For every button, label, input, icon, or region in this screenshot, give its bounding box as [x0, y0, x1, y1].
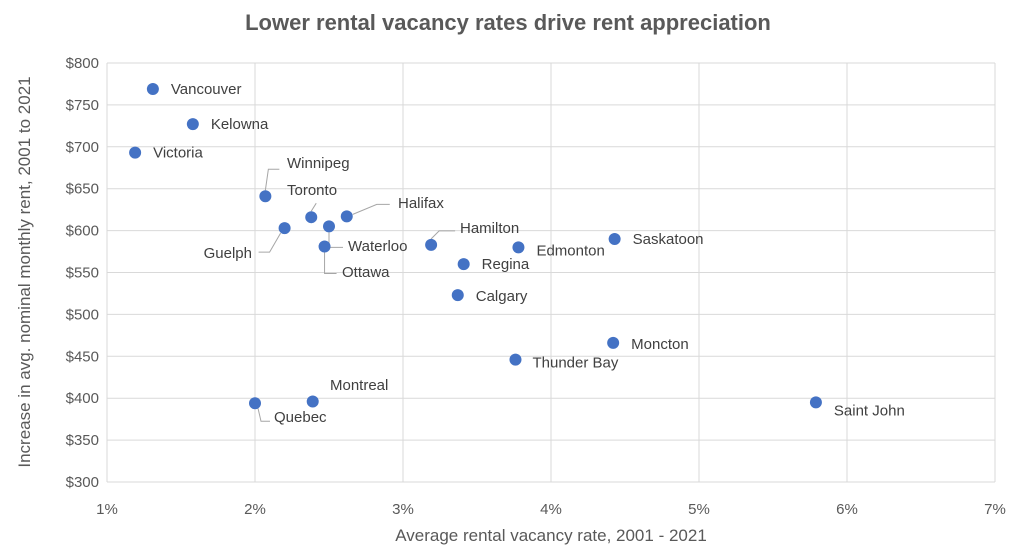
point-calgary	[451, 289, 464, 302]
point-label-victoria: Victoria	[153, 145, 203, 162]
point-hamilton	[425, 238, 438, 251]
point-label-waterloo: Waterloo	[348, 238, 407, 255]
point-saint-john	[809, 396, 822, 409]
point-label-saint-john: Saint John	[834, 402, 905, 419]
leader-line-toronto	[310, 202, 317, 212]
point-label-toronto: Toronto	[287, 182, 337, 199]
point-label-calgary: Calgary	[476, 288, 528, 305]
point-quebec	[249, 397, 261, 410]
point-thunder-bay	[509, 353, 522, 366]
x-tick-label: 6%	[836, 501, 858, 518]
point-label-moncton: Moncton	[631, 336, 689, 353]
point-label-montreal: Montreal	[330, 377, 388, 394]
point-label-halifax: Halifax	[398, 195, 444, 212]
y-tick-label: $600	[66, 223, 99, 240]
point-ottawa	[318, 240, 331, 253]
x-tick-label: 4%	[540, 501, 562, 518]
leader-lines	[257, 168, 456, 422]
leader-line-ottawa	[324, 252, 337, 275]
y-tick-label: $550	[66, 265, 99, 282]
point-label-quebec: Quebec	[274, 409, 327, 426]
point-label-edmonton: Edmonton	[536, 242, 604, 259]
point-label-guelph: Guelph	[204, 245, 252, 262]
chart-title: Lower rental vacancy rates drive rent ap…	[245, 10, 771, 35]
point-halifax	[340, 210, 353, 223]
point-label-saskatoon: Saskatoon	[633, 231, 704, 248]
y-tick-label: $500	[66, 306, 99, 323]
point-edmonton	[512, 241, 525, 254]
y-tick-label: $450	[66, 348, 99, 365]
y-axis-title: Increase in avg. nominal monthly rent, 2…	[15, 76, 34, 467]
point-saskatoon	[608, 232, 621, 245]
point-victoria	[129, 146, 142, 159]
point-winnipeg	[259, 190, 272, 203]
y-tick-label: $800	[66, 55, 99, 72]
leader-line-guelph	[258, 232, 282, 253]
y-tick-label: $700	[66, 139, 99, 156]
tick-labels: $300 $350 $400 $450 $500 $550 $600 $650 $700 $750…	[66, 55, 1006, 518]
x-axis-title: Average rental vacancy rate, 2001 - 2021	[395, 526, 707, 545]
y-tick-label: $400	[66, 390, 99, 407]
x-tick-label: 3%	[392, 501, 414, 518]
point-label-regina: Regina	[482, 256, 530, 273]
point-moncton	[607, 336, 620, 349]
point-montreal	[306, 395, 319, 408]
leader-line-waterloo	[328, 232, 343, 248]
point-toronto	[305, 211, 318, 224]
point-label-vancouver: Vancouver	[171, 81, 242, 98]
y-tick-label: $300	[66, 474, 99, 491]
y-tick-label: $650	[66, 181, 99, 198]
data-points	[129, 82, 822, 410]
point-labels: Vancouver Kelowna Victoria Winnipeg Toronto H…	[153, 81, 905, 426]
point-label-thunder-bay: Thunder Bay	[532, 355, 618, 372]
leader-line-hamilton	[430, 230, 456, 240]
point-label-winnipeg: Winnipeg	[287, 155, 350, 172]
gridlines	[106, 62, 996, 483]
y-tick-label: $350	[66, 432, 99, 449]
point-label-ottawa: Ottawa	[342, 264, 390, 281]
x-tick-label: 5%	[688, 501, 710, 518]
point-label-kelowna: Kelowna	[211, 116, 269, 133]
y-tick-label: $750	[66, 97, 99, 114]
leader-line-winnipeg	[264, 168, 280, 191]
leader-line-halifax	[352, 203, 390, 215]
point-vancouver	[146, 82, 159, 95]
point-regina	[457, 258, 470, 271]
point-kelowna	[186, 118, 199, 131]
x-tick-label: 2%	[244, 501, 266, 518]
point-label-hamilton: Hamilton	[460, 220, 519, 237]
x-tick-label: 7%	[984, 501, 1006, 518]
point-waterloo	[323, 220, 335, 233]
point-guelph	[278, 222, 291, 235]
leader-line-quebec	[257, 408, 270, 422]
x-tick-label: 1%	[96, 501, 118, 518]
